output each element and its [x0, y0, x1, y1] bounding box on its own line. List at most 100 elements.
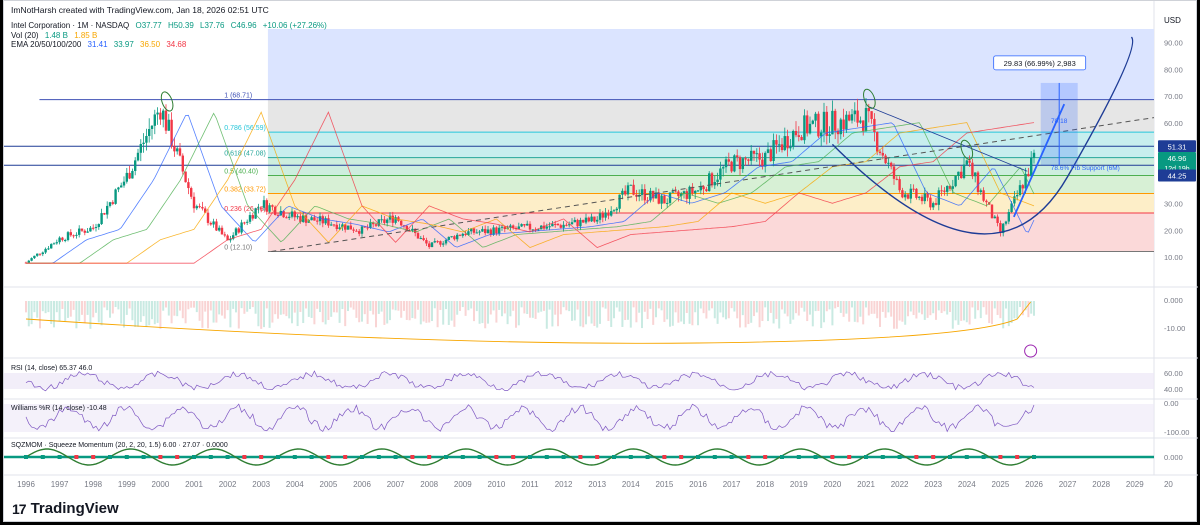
volume-bar [618, 301, 621, 312]
x-tick-label: 2001 [185, 480, 203, 489]
volume-bar [775, 301, 778, 319]
tradingview-brand[interactable]: 17 TradingView [12, 500, 119, 517]
fib-label-1: 0.786 (56.59) [224, 125, 266, 132]
volume-bar [1005, 301, 1007, 309]
volume-bar [330, 301, 333, 317]
volume-bar [487, 301, 489, 324]
volume-bar [571, 301, 573, 321]
volume-bar [769, 301, 772, 313]
x-tick-label: 2017 [723, 480, 741, 489]
candle-body [391, 215, 394, 223]
candle-body [276, 214, 280, 216]
candle-body [271, 205, 274, 207]
squeeze-dot [897, 455, 902, 459]
squeeze-dot [880, 455, 885, 459]
volume-bar [439, 301, 442, 310]
volume-bar [1007, 301, 1010, 327]
squeeze-tick-0: 0.000 [1164, 453, 1183, 462]
candle-body [702, 186, 705, 190]
candle-body [148, 128, 151, 136]
squeeze-dot [931, 455, 936, 459]
volume-bar [243, 301, 246, 314]
volume-bar [825, 301, 828, 312]
candle-body [926, 193, 929, 198]
volume-bar [165, 301, 167, 308]
volume-bar [215, 301, 218, 323]
volume-bar [643, 301, 646, 312]
candle-body [699, 186, 702, 191]
volume-bar [842, 301, 845, 317]
candle-body [374, 224, 378, 226]
candle-body [125, 172, 128, 182]
volume-bar [923, 301, 926, 320]
candle-body [993, 216, 996, 219]
candle-body [464, 233, 467, 236]
candle-body [1002, 223, 1005, 234]
volume-bar [100, 301, 103, 326]
candle-body [313, 217, 316, 221]
candle-body [691, 186, 694, 194]
volume-bar [316, 301, 319, 309]
volume-bar [935, 301, 937, 320]
volume-bar [963, 301, 965, 321]
volume-bar [739, 301, 741, 328]
candle-body [349, 225, 352, 230]
squeeze-dot [376, 455, 381, 459]
volume-bar [755, 301, 758, 313]
volume-bar [1002, 301, 1005, 329]
candle-body [495, 227, 498, 234]
volume-bar [652, 301, 655, 325]
peak-ellipse-0 [160, 91, 174, 112]
candle-body [212, 221, 215, 225]
symbol-legend[interactable]: Intel Corporation · 1M · NASDAQ O37.77 H… [11, 21, 331, 30]
volume-bar [263, 301, 265, 328]
volume-bar [781, 301, 783, 310]
volume-bar [744, 301, 747, 328]
tv-marker-icon[interactable] [1024, 344, 1038, 358]
candle-body [69, 232, 72, 236]
volume-bar [711, 301, 713, 309]
volume-bar [134, 301, 137, 327]
volume-bar [53, 301, 55, 328]
candle-body [862, 120, 865, 131]
volume-bar [246, 301, 249, 312]
volume-bar [78, 301, 81, 322]
vol-label: Vol (20) [11, 31, 39, 40]
volume-bar [156, 301, 159, 323]
volume-legend[interactable]: Vol (20) 1.48 B 1.85 B [11, 31, 101, 40]
candle-body [33, 255, 36, 259]
candle-body [355, 230, 358, 232]
volume-bar [713, 301, 716, 319]
williams-band [4, 404, 1154, 432]
volume-bar [327, 301, 330, 320]
candle-body [50, 244, 53, 249]
ema-legend[interactable]: EMA 20/50/100/200 31.41 33.97 36.50 34.6… [11, 40, 190, 49]
volume-bar [36, 301, 39, 318]
candle-body [772, 140, 775, 161]
candle-body [811, 120, 814, 124]
cup-curve [831, 36, 1134, 235]
volume-bar [187, 301, 190, 310]
volume-bar [302, 301, 305, 324]
candle-body [607, 212, 610, 216]
volume-bar [909, 301, 912, 312]
volume-bar [436, 301, 439, 328]
x-tick-label: 2006 [353, 480, 371, 489]
volume-bar [386, 301, 389, 324]
candle-body [512, 225, 515, 228]
fib-label-3: 0.5 (40.40) [224, 169, 258, 176]
candle-body [646, 200, 649, 202]
chart-canvas[interactable]: 1 (68.71) 0.786 (56.59) 0.618 (47.08) 0.5 (… [4, 1, 1198, 523]
x-tick-label: 2021 [857, 480, 875, 489]
candle-body [856, 110, 859, 123]
squeeze-dot [998, 455, 1003, 459]
candle-body [41, 252, 44, 255]
candle-body [352, 229, 355, 231]
volume-bar [932, 301, 935, 314]
volume-bar [708, 301, 711, 311]
volume-bar [503, 301, 506, 314]
volume-bar [265, 301, 268, 309]
candle-body [688, 186, 691, 199]
volume-bar [758, 301, 761, 328]
x-tick-label: 2016 [689, 480, 707, 489]
